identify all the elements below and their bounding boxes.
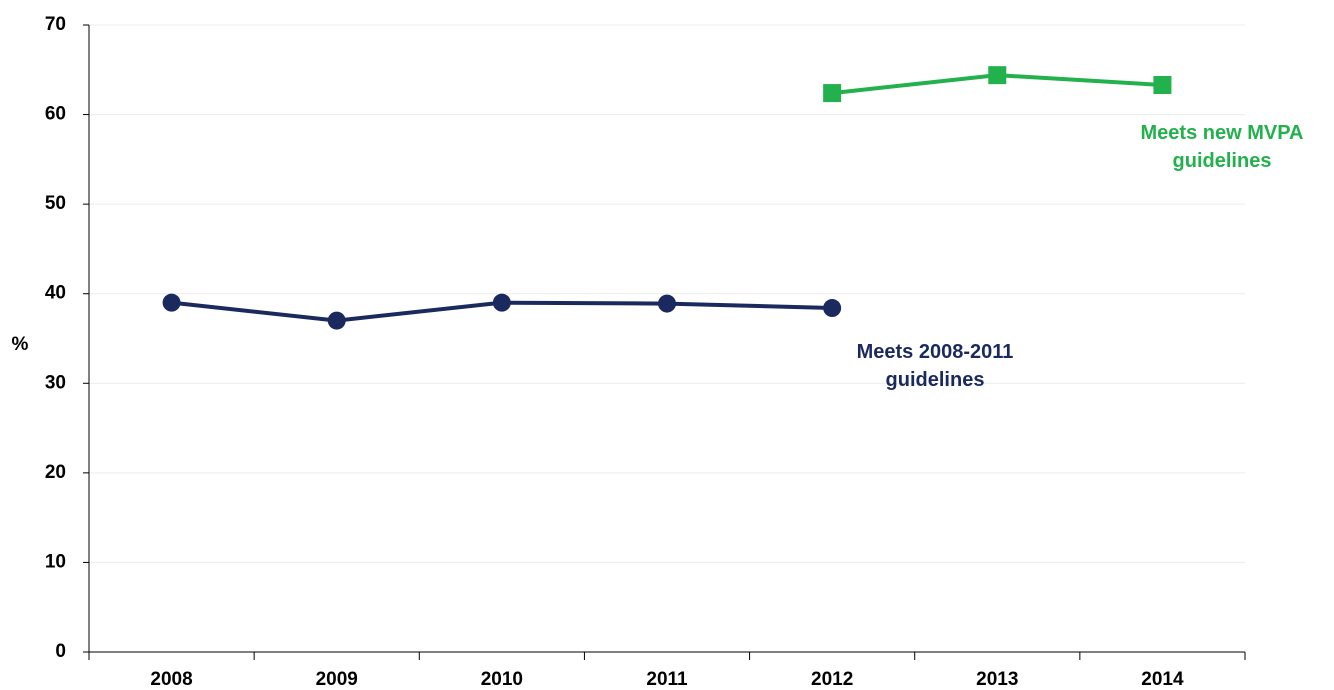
marker <box>658 294 676 313</box>
x-tick-label: 2010 <box>481 669 523 690</box>
x-tick-label: 2008 <box>150 669 192 690</box>
x-tick-label: 2009 <box>316 669 358 690</box>
series-label: Meets new MVPA guidelines <box>1140 122 1304 172</box>
x-tick-label: 2012 <box>811 669 853 690</box>
y-tick-label: 60 <box>45 104 66 125</box>
series-label: Meets 2008-2011 guidelines <box>856 341 1014 391</box>
marker <box>1153 76 1172 95</box>
y-tick-label: 40 <box>45 283 66 304</box>
marker <box>492 293 511 312</box>
x-tick-label: 2014 <box>1141 669 1184 690</box>
x-tick-label: 2013 <box>976 669 1018 690</box>
y-tick-label: 70 <box>45 14 66 35</box>
marker <box>823 84 842 103</box>
marker <box>823 299 842 318</box>
marker <box>162 293 181 312</box>
x-tick-label: 2011 <box>646 669 688 690</box>
y-tick-label: 10 <box>45 551 66 572</box>
marker <box>327 311 346 330</box>
marker <box>988 66 1007 85</box>
y-tick-label: 30 <box>45 372 66 393</box>
y-axis-label: % <box>12 334 29 355</box>
y-tick-label: 0 <box>55 641 66 662</box>
y-tick-label: 20 <box>45 462 66 483</box>
y-tick-label: 50 <box>45 193 66 214</box>
